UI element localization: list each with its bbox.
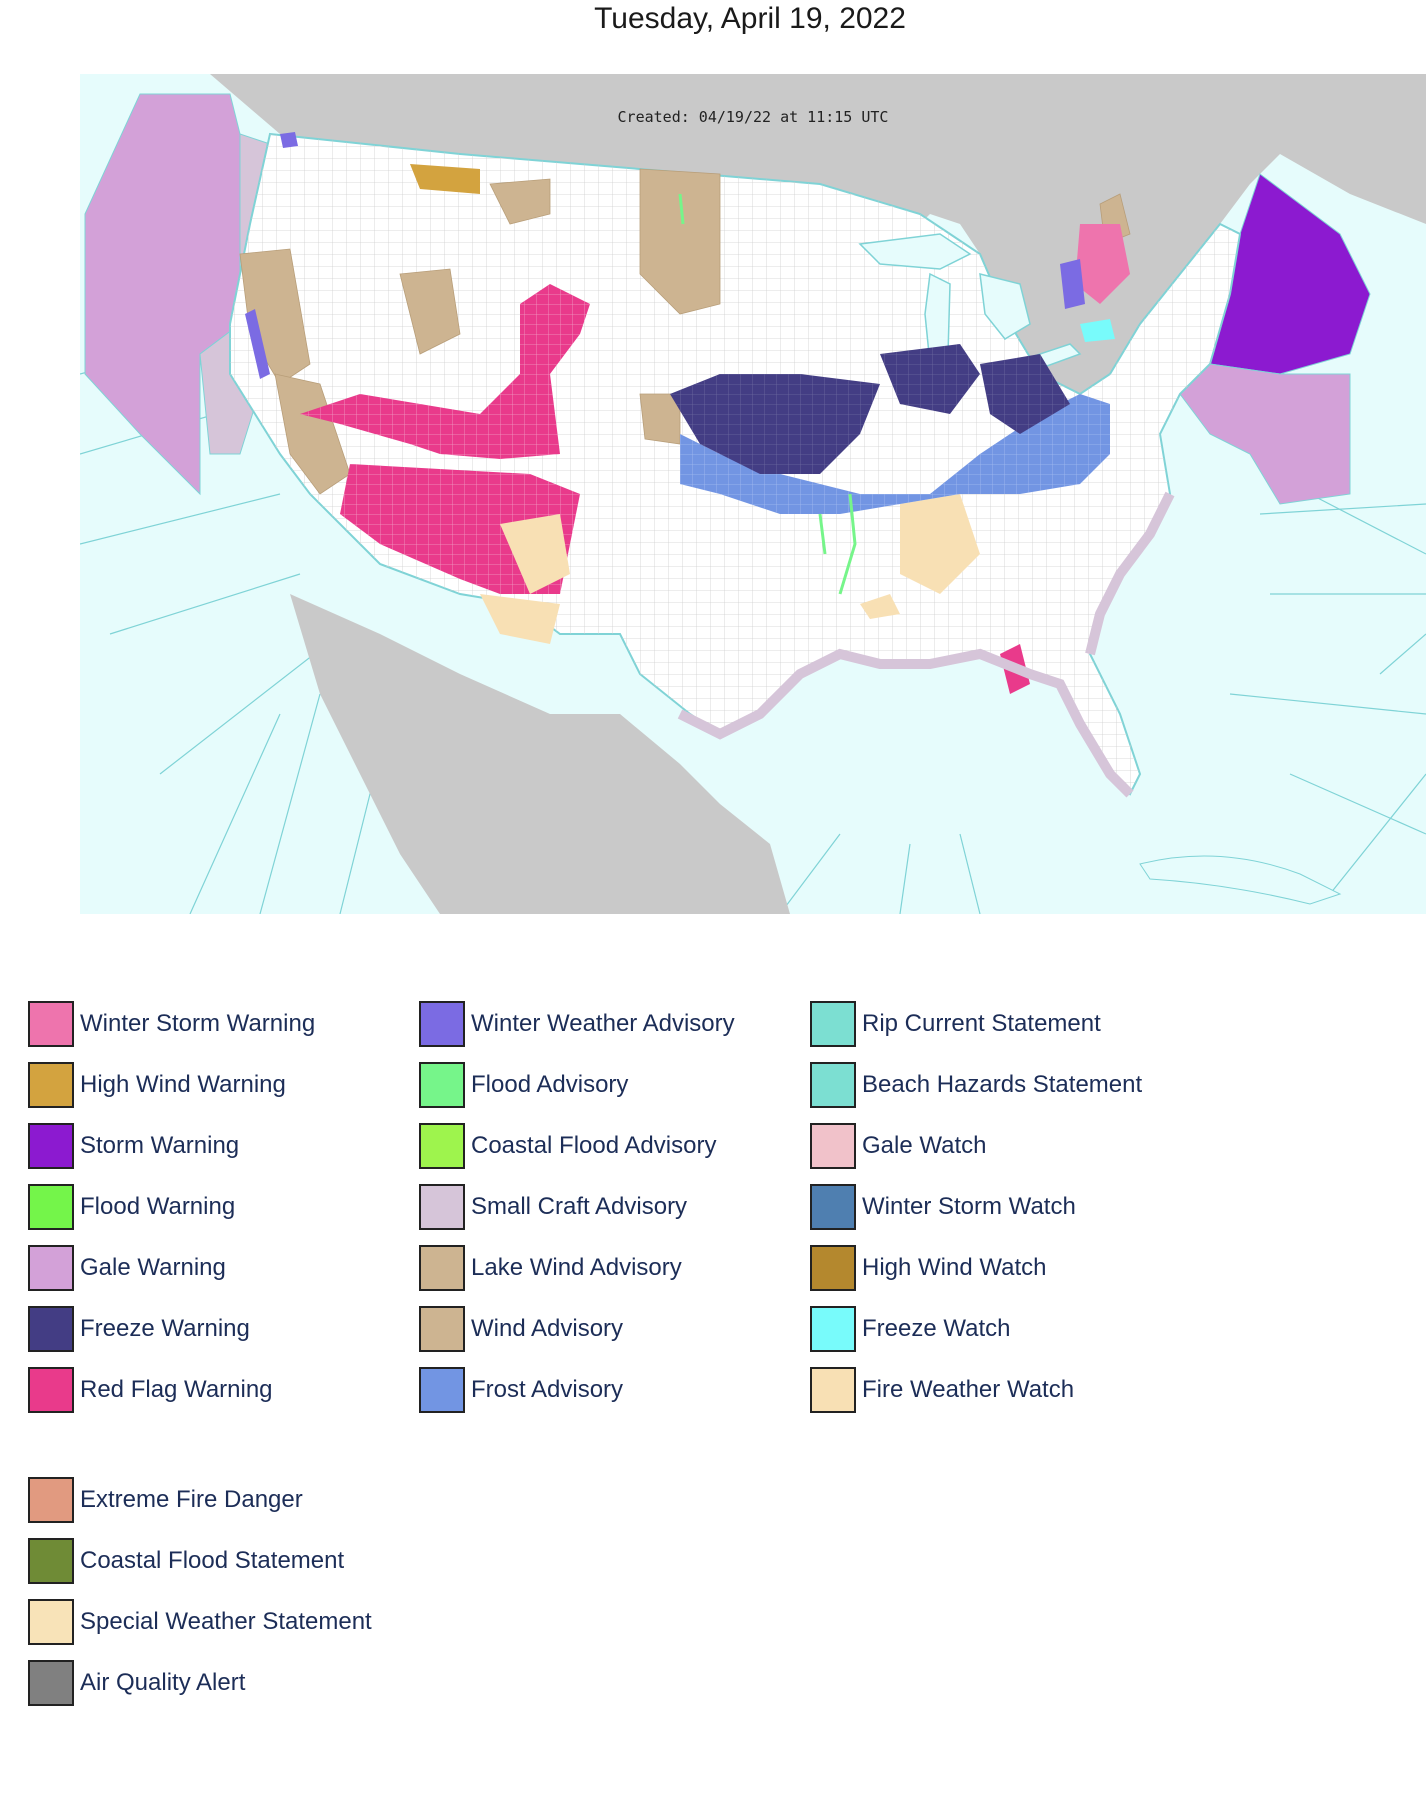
us-map xyxy=(80,74,1426,914)
legend-item: Winter Storm Warning xyxy=(28,998,315,1050)
legend-swatch xyxy=(28,1184,74,1230)
legend-item: Special Weather Statement xyxy=(28,1596,372,1648)
legend-item: Flood Warning xyxy=(28,1181,235,1233)
gale-warning-atlantic xyxy=(1179,363,1351,505)
legend-label: Freeze Warning xyxy=(80,1315,250,1342)
legend-swatch xyxy=(28,1001,74,1047)
created-stamp: Created: 04/19/22 at 11:15 UTC xyxy=(617,108,889,126)
legend-item: Beach Hazards Statement xyxy=(810,1059,1142,1111)
legend-item: High Wind Warning xyxy=(28,1059,286,1111)
lake-huron xyxy=(979,273,1031,340)
legend-item: Gale Warning xyxy=(28,1242,226,1294)
legend-label: Red Flag Warning xyxy=(80,1376,273,1403)
winter-weather-advisory-west xyxy=(245,309,270,379)
legend-item: Wind Advisory xyxy=(419,1303,623,1355)
legend-swatch xyxy=(28,1367,74,1413)
legend-label: Beach Hazards Statement xyxy=(862,1071,1143,1098)
legend-swatch xyxy=(28,1245,74,1291)
legend-swatch xyxy=(810,1123,856,1169)
legend-item: Rip Current Statement xyxy=(810,998,1101,1050)
hazards-map: Created: 04/19/22 at 11:15 UTC xyxy=(80,74,1426,914)
cuba-outline xyxy=(1139,855,1342,905)
legend-label: Lake Wind Advisory xyxy=(471,1254,682,1281)
legend-swatch xyxy=(419,1306,465,1352)
frost-advisory-area xyxy=(680,394,1110,514)
canada-land xyxy=(210,74,1426,394)
legend-swatch xyxy=(28,1538,74,1584)
page-title: Tuesday, April 19, 2022 xyxy=(594,2,906,35)
legend-swatch xyxy=(810,1367,856,1413)
legend-item: Freeze Warning xyxy=(28,1303,250,1355)
small-craft-atlantic xyxy=(1085,491,1175,656)
legend-swatch xyxy=(28,1599,74,1645)
legend-swatch xyxy=(810,1062,856,1108)
freeze-watch-area xyxy=(1080,319,1115,342)
legend-swatch xyxy=(419,1184,465,1230)
legend-label: Small Craft Advisory xyxy=(471,1193,688,1220)
legend-swatch xyxy=(419,1367,465,1413)
legend-swatch xyxy=(810,1306,856,1352)
legend-swatch xyxy=(810,1245,856,1291)
legend-item: Winter Weather Advisory xyxy=(419,998,735,1050)
legend-item: Coastal Flood Statement xyxy=(28,1535,344,1587)
legend-label: Storm Warning xyxy=(80,1132,240,1159)
legend-label: Gale Watch xyxy=(862,1132,987,1159)
legend-item: Freeze Watch xyxy=(810,1303,1011,1355)
legend-item: High Wind Watch xyxy=(810,1242,1047,1294)
legend-item: Red Flag Warning xyxy=(28,1364,273,1416)
legend-swatch xyxy=(419,1245,465,1291)
legend-item: Coastal Flood Advisory xyxy=(419,1120,716,1172)
legend-item: Winter Storm Watch xyxy=(810,1181,1076,1233)
legend-label: Winter Storm Warning xyxy=(80,1010,316,1037)
legend-label: Flood Advisory xyxy=(471,1071,629,1098)
winter-storm-warning-area xyxy=(1075,224,1130,304)
legend-label: Coastal Flood Statement xyxy=(80,1547,345,1574)
small-craft-gulf xyxy=(677,648,1134,798)
legend-label: Rip Current Statement xyxy=(862,1010,1101,1037)
legend-item: Flood Advisory xyxy=(419,1059,628,1111)
winter-weather-advisory-ne xyxy=(1060,259,1085,309)
legend-item: Frost Advisory xyxy=(419,1364,623,1416)
legend-item: Air Quality Alert xyxy=(28,1657,245,1709)
legend-label: Flood Warning xyxy=(80,1193,236,1220)
legend-swatch xyxy=(28,1306,74,1352)
fire-weather-watch-area xyxy=(480,494,980,644)
legend-label: High Wind Warning xyxy=(80,1071,286,1098)
legend-swatch xyxy=(28,1123,74,1169)
legend-label: Fire Weather Watch xyxy=(862,1376,1075,1403)
legend-item: Fire Weather Watch xyxy=(810,1364,1074,1416)
freeze-warning-area xyxy=(670,344,1070,474)
legend-item: Storm Warning xyxy=(28,1120,239,1172)
legend-swatch xyxy=(419,1123,465,1169)
legend-label: Wind Advisory xyxy=(471,1315,624,1342)
wind-advisory-areas xyxy=(239,168,1131,495)
legend-label: Air Quality Alert xyxy=(80,1669,246,1696)
legend-label: Special Weather Statement xyxy=(80,1608,372,1635)
legend-item: Lake Wind Advisory xyxy=(419,1242,682,1294)
legend-label: Coastal Flood Advisory xyxy=(471,1132,717,1159)
winter-weather-advisory-nw xyxy=(280,132,298,148)
flood-advisory-strokes xyxy=(678,193,857,595)
legend-label: High Wind Watch xyxy=(862,1254,1047,1281)
legend-item: Extreme Fire Danger xyxy=(28,1474,303,1526)
legend-swatch xyxy=(810,1001,856,1047)
legend-swatch xyxy=(28,1660,74,1706)
legend-swatch xyxy=(419,1062,465,1108)
legend-label: Freeze Watch xyxy=(862,1315,1011,1342)
legend-swatch xyxy=(419,1001,465,1047)
mexico-land xyxy=(290,594,790,914)
legend-item: Small Craft Advisory xyxy=(419,1181,687,1233)
legend-label: Frost Advisory xyxy=(471,1376,624,1403)
gale-warning-pacific xyxy=(84,93,241,496)
legend-label: Winter Storm Watch xyxy=(862,1193,1076,1220)
legend-label: Winter Weather Advisory xyxy=(471,1010,735,1037)
legend-label: Gale Warning xyxy=(80,1254,226,1281)
legend-item: Gale Watch xyxy=(810,1120,987,1172)
high-wind-warning-area xyxy=(410,164,480,194)
lake-superior xyxy=(858,233,972,270)
legend-swatch xyxy=(810,1184,856,1230)
legend-swatch xyxy=(28,1062,74,1108)
legend-swatch xyxy=(28,1477,74,1523)
legend-label: Extreme Fire Danger xyxy=(80,1486,303,1513)
